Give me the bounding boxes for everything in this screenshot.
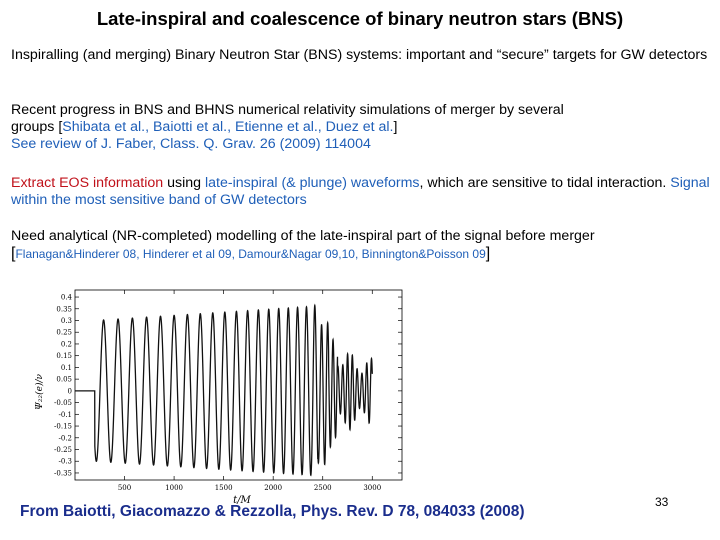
y-tick-label: -0.3 (59, 458, 73, 466)
refs-bracket-close: ] (485, 245, 491, 262)
x-tick-label: 2500 (314, 484, 332, 492)
progress-groups-text: groups [ (11, 119, 63, 135)
modelling-refs-line: [Flanagan&Hinderer 08, Hinderer et al 09… (11, 245, 711, 263)
waveform-curve (75, 303, 373, 477)
plot-tick-labels: 0.4 0.35 0.3 0.25 0.2 0.15 0.1 0.05 0 -0.05 -0.1 -0… (54, 294, 381, 492)
source-citation: From Baiotti, Giacomazzo & Rezzolla, Phy… (20, 503, 525, 520)
y-tick-label: -0.15 (54, 423, 72, 431)
y-tick-label: 0.25 (56, 329, 72, 337)
y-tick-label: -0.35 (54, 469, 72, 477)
x-tick-label: 500 (118, 484, 131, 492)
y-tick-label: -0.1 (59, 411, 73, 419)
y-tick-label: 0.35 (56, 305, 72, 313)
y-tick-label: 0.1 (61, 364, 72, 372)
modelling-refs: Flanagan&Hinderer 08, Hinderer et al 09,… (15, 247, 486, 261)
y-tick-label: 0 (68, 387, 72, 395)
y-tick-label: 0.2 (61, 340, 72, 348)
paragraph-modelling: Need analytical (NR-completed) modelling… (11, 228, 711, 263)
y-tick-label: -0.2 (59, 434, 73, 442)
plot-ylabel: Ψ₂₂(e)/ν (34, 373, 45, 409)
y-tick-label: 0.4 (61, 294, 73, 302)
slide-title: Late-inspiral and coalescence of binary … (96, 8, 624, 29)
paragraph-eos: Extract EOS information using late-inspi… (11, 175, 711, 209)
waveform-plot: 0.4 0.35 0.3 0.25 0.2 0.15 0.1 0.05 0 -0.05 -0.1 -0… (34, 289, 403, 504)
y-tick-label: -0.25 (54, 446, 72, 454)
progress-line-2: groups [Shibata et al., Baiotti et al., … (11, 119, 711, 136)
x-tick-label: 1500 (215, 484, 233, 492)
progress-group-refs: Shibata et al., Baiotti et al., Etienne … (62, 119, 394, 135)
y-tick-label: -0.05 (54, 399, 72, 407)
plot-ticks (75, 290, 402, 480)
x-tick-label: 1000 (165, 484, 183, 492)
y-tick-label: 0.3 (61, 317, 72, 325)
progress-line-1: Recent progress in BNS and BHNS numerica… (11, 102, 564, 118)
y-tick-label: 0.05 (56, 376, 72, 384)
eos-band-highlight: Signal within the most sensitive band of… (11, 175, 710, 208)
modelling-line-1: Need analytical (NR-completed) modelling… (11, 228, 595, 244)
x-tick-label: 2000 (264, 484, 282, 492)
page-number: 33 (655, 495, 669, 509)
plot-xlabel: t/M (233, 495, 251, 504)
plot-frame (74, 289, 403, 481)
eos-waveforms-highlight: late-inspiral (& plunge) waveforms (205, 175, 420, 191)
plot-axes (74, 289, 403, 481)
eos-text-using: using (163, 175, 205, 191)
x-tick-label: 3000 (363, 484, 381, 492)
refs-bracket-open: [ (11, 245, 16, 262)
paragraph-recent-progress: Recent progress in BNS and BHNS numerica… (11, 102, 711, 153)
eos-text-tidal: , which are sensitive to tidal interacti… (419, 175, 671, 191)
review-reference: See review of J. Faber, Class. Q. Grav. … (11, 136, 371, 152)
eos-highlight: Extract EOS information (11, 175, 164, 191)
paragraph-bns-targets: Inspiralling (and merging) Binary Neutro… (11, 47, 708, 63)
progress-bracket-close: ] (393, 119, 398, 135)
y-tick-label: 0.15 (56, 352, 72, 360)
